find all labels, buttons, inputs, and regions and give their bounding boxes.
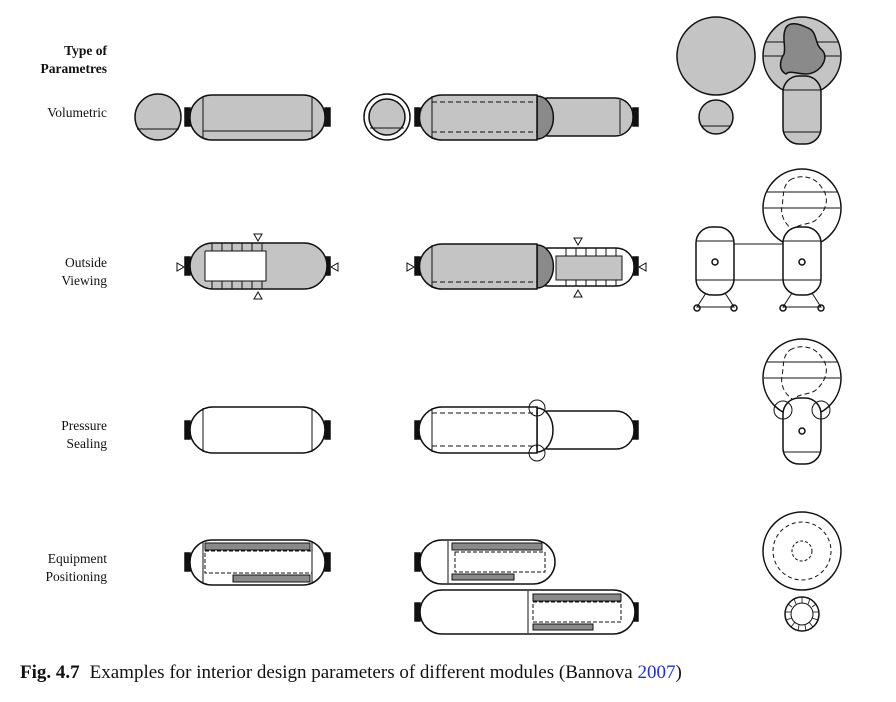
telescopic-module-viewing — [406, 237, 647, 298]
row-label-equipment-positioning: Equipment Positioning — [10, 550, 107, 586]
row-label-outside-viewing: Outside Viewing — [10, 254, 107, 290]
figure-caption: Fig. 4.7 Examples for interior design par… — [20, 662, 682, 684]
header-label: Type of Parametres — [20, 42, 107, 78]
row-label-line1: Outside — [65, 255, 107, 270]
caption-text: Examples for interior design parameters … — [89, 662, 638, 683]
row-label-line2: Viewing — [61, 273, 107, 288]
expanded-sphere-with-module — [762, 16, 842, 145]
row-label-line1: Equipment — [47, 551, 107, 566]
row-label-volumetric: Volumetric — [10, 104, 107, 122]
row-label-line1: Pressure — [61, 418, 107, 433]
telescopic-module-side-view — [414, 94, 639, 141]
figure-number: Fig. 4.7 — [20, 662, 80, 683]
single-module-cross-section — [134, 93, 182, 141]
equipment-positioning-row — [184, 511, 842, 635]
row-label-line2: Sealing — [66, 436, 108, 451]
header-line2: Parametres — [40, 61, 107, 76]
telescopic-module-cross-section — [363, 93, 411, 141]
module-diagram — [134, 16, 842, 635]
single-module-side-view — [184, 94, 331, 141]
telescopic-module-sealing — [414, 399, 639, 462]
row-label-pressure-sealing: Pressure Sealing — [10, 417, 107, 453]
row-label-line2: Positioning — [45, 569, 107, 584]
single-module-viewing — [176, 233, 339, 300]
sphere-lander-config — [693, 168, 842, 312]
outside-viewing-row — [176, 168, 842, 312]
row-label-line1: Volumetric — [47, 105, 107, 120]
citation-year-link[interactable]: 2007 — [637, 662, 676, 683]
sphere-sealing-config — [762, 338, 842, 465]
inflatable-sphere-config — [676, 16, 756, 135]
header-line1: Type of — [64, 43, 107, 58]
sphere-equipment-config — [762, 511, 842, 632]
pressure-sealing-row — [184, 338, 842, 465]
single-module-sealing — [184, 406, 331, 454]
telescopic-module-equipment — [414, 539, 639, 635]
volumetric-row — [134, 16, 842, 145]
single-module-equipment — [184, 539, 331, 586]
caption-close: ) — [675, 662, 682, 683]
